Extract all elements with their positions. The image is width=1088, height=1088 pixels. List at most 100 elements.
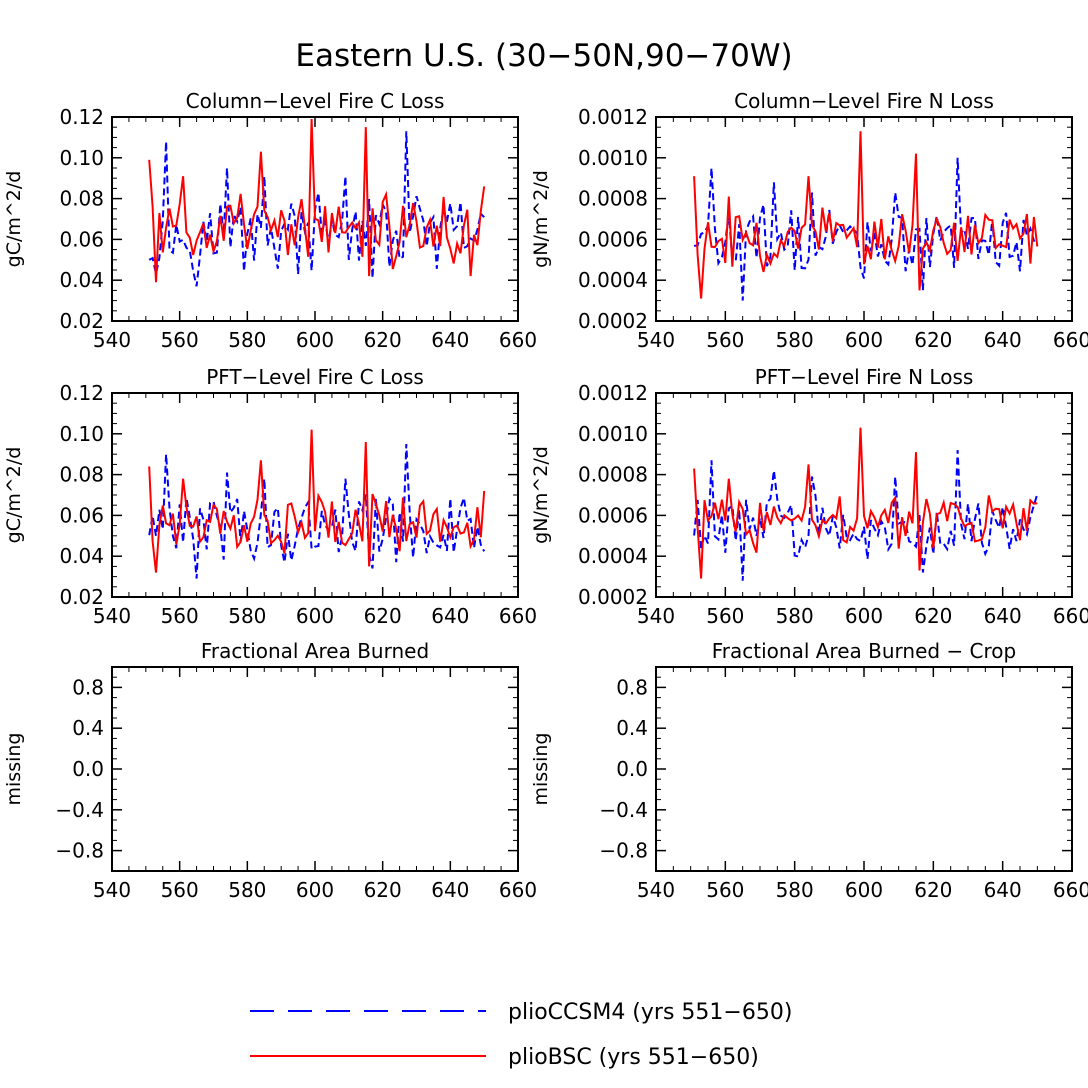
- x-tick-label: 540: [93, 878, 131, 902]
- panel-title: Column−Level Fire C Loss: [186, 89, 445, 113]
- x-tick-label: 580: [776, 604, 814, 628]
- y-tick-label: 0.08: [59, 187, 104, 211]
- panel-title: PFT−Level Fire C Loss: [206, 365, 424, 389]
- y-tick-label: 0.0008: [578, 187, 648, 211]
- x-tick-label: 620: [364, 878, 402, 902]
- y-tick-label: 0.0: [72, 757, 104, 781]
- x-tick-label: 620: [914, 328, 952, 352]
- x-tick-label: 600: [845, 878, 883, 902]
- x-tick-label: 660: [1053, 878, 1088, 902]
- plot-frame: [111, 666, 519, 872]
- y-tick-label: 0.0010: [578, 146, 648, 170]
- y-axis-label: missing: [3, 733, 25, 806]
- y-tick-label: 0.12: [59, 381, 104, 405]
- x-tick-label: 560: [161, 328, 199, 352]
- x-tick-label: 600: [296, 604, 334, 628]
- y-tick-label: 0.0004: [578, 268, 648, 292]
- x-tick-label: 660: [1053, 328, 1088, 352]
- y-tick-label: 0.0012: [578, 105, 648, 129]
- y-tick-label: 0.8: [72, 675, 104, 699]
- x-tick-label: 560: [706, 328, 744, 352]
- series-line-plioccsm4: [693, 450, 1039, 581]
- y-tick-label: 0.02: [59, 309, 104, 333]
- x-tick-label: 540: [93, 328, 131, 352]
- y-tick-label: 0.0: [616, 757, 648, 781]
- y-tick-label: 0.02: [59, 585, 104, 609]
- y-tick-label: −0.8: [55, 839, 104, 863]
- x-tick-label: 620: [364, 604, 402, 628]
- panel-3: 540 560 580 600 620 640 660 0.02 0.04 0.06 0.08 0.1…: [3, 365, 537, 628]
- series-line-pliobsc: [148, 429, 486, 573]
- x-tick-label: 640: [984, 604, 1022, 628]
- y-tick-label: 0.0012: [578, 381, 648, 405]
- y-tick-label: 0.10: [59, 422, 104, 446]
- y-tick-label: −0.4: [599, 798, 648, 822]
- x-tick-label: 640: [431, 604, 469, 628]
- series-line-plioccsm4: [693, 157, 1039, 301]
- x-tick-label: 560: [161, 878, 199, 902]
- legend-label-ccsm4: plioCCSM4 (yrs 551−650): [508, 1000, 792, 1025]
- panel-title: Column−Level Fire N Loss: [734, 89, 994, 113]
- y-axis-label: gN/m^2/d: [530, 446, 552, 544]
- plot-frame: [655, 116, 1073, 322]
- x-tick-label: 580: [776, 328, 814, 352]
- y-tick-label: 0.10: [59, 146, 104, 170]
- plot-frame: [655, 666, 1073, 872]
- series-line-pliobsc: [693, 427, 1038, 579]
- series-line-pliobsc: [693, 131, 1039, 299]
- y-tick-label: 0.0008: [578, 463, 648, 487]
- x-tick-label: 640: [431, 878, 469, 902]
- y-tick-label: 0.0002: [578, 309, 648, 333]
- y-tick-label: 0.0004: [578, 544, 648, 568]
- y-axis-label: missing: [530, 733, 552, 806]
- x-tick-label: 660: [499, 878, 537, 902]
- x-tick-label: 540: [637, 328, 675, 352]
- panel-title: PFT−Level Fire N Loss: [755, 365, 974, 389]
- panel-5: 540 560 580 600 620 640 660 −0.8 −0.4 0.0 0.4 0.8 Fr…: [3, 639, 537, 902]
- series-line-plioccsm4: [148, 131, 485, 287]
- x-tick-label: 660: [499, 604, 537, 628]
- x-tick-label: 640: [431, 328, 469, 352]
- y-tick-label: 0.0002: [578, 585, 648, 609]
- panels: 540 560 580 600 620 640 660 0.02 0.04 0.06 0.08 0.1…: [3, 89, 1088, 902]
- x-tick-label: 560: [706, 878, 744, 902]
- legend-label-bsc: plioBSC (yrs 551−650): [508, 1045, 759, 1070]
- y-tick-label: 0.0006: [578, 227, 648, 251]
- y-tick-label: 0.04: [59, 544, 104, 568]
- panel-title: Fractional Area Burned − Crop: [712, 639, 1016, 663]
- x-tick-label: 540: [93, 604, 131, 628]
- x-tick-label: 560: [161, 604, 199, 628]
- panel-4: 540 560 580 600 620 640 660 0.0002 0.0004 0.0006 0…: [530, 365, 1088, 628]
- y-tick-label: 0.06: [59, 503, 104, 527]
- y-tick-label: 0.4: [616, 716, 648, 740]
- panel-6: 540 560 580 600 620 640 660 −0.8 −0.4 0.0 0.4 0.8 Fr…: [530, 639, 1088, 902]
- x-tick-label: 620: [914, 604, 952, 628]
- x-tick-label: 640: [984, 328, 1022, 352]
- x-tick-label: 580: [776, 878, 814, 902]
- x-tick-label: 580: [228, 878, 266, 902]
- legend: plioCCSM4 (yrs 551−650) plioBSC (yrs 551…: [250, 1000, 792, 1070]
- x-tick-label: 660: [1053, 604, 1088, 628]
- y-tick-label: 0.0010: [578, 422, 648, 446]
- panel-2: 540 560 580 600 620 640 660 0.0002 0.0004 0.0006 0…: [530, 89, 1088, 352]
- y-axis-label: gN/m^2/d: [530, 170, 552, 268]
- x-tick-label: 580: [228, 328, 266, 352]
- x-tick-label: 580: [228, 604, 266, 628]
- y-tick-label: 0.0006: [578, 503, 648, 527]
- x-tick-label: 540: [637, 878, 675, 902]
- x-tick-label: 620: [364, 328, 402, 352]
- y-tick-label: 0.8: [616, 675, 648, 699]
- x-tick-label: 640: [984, 878, 1022, 902]
- series-line-pliobsc: [148, 118, 486, 283]
- x-tick-label: 540: [637, 604, 675, 628]
- panel-1: 540 560 580 600 620 640 660 0.02 0.04 0.06 0.08 0.1…: [3, 89, 537, 352]
- y-tick-label: 0.12: [59, 105, 104, 129]
- x-tick-label: 600: [845, 604, 883, 628]
- y-tick-label: 0.06: [59, 227, 104, 251]
- y-tick-label: 0.4: [72, 716, 104, 740]
- x-tick-label: 560: [706, 604, 744, 628]
- figure-title: Eastern U.S. (30−50N,90−70W): [295, 38, 792, 74]
- y-tick-label: −0.8: [599, 839, 648, 863]
- y-tick-label: 0.08: [59, 463, 104, 487]
